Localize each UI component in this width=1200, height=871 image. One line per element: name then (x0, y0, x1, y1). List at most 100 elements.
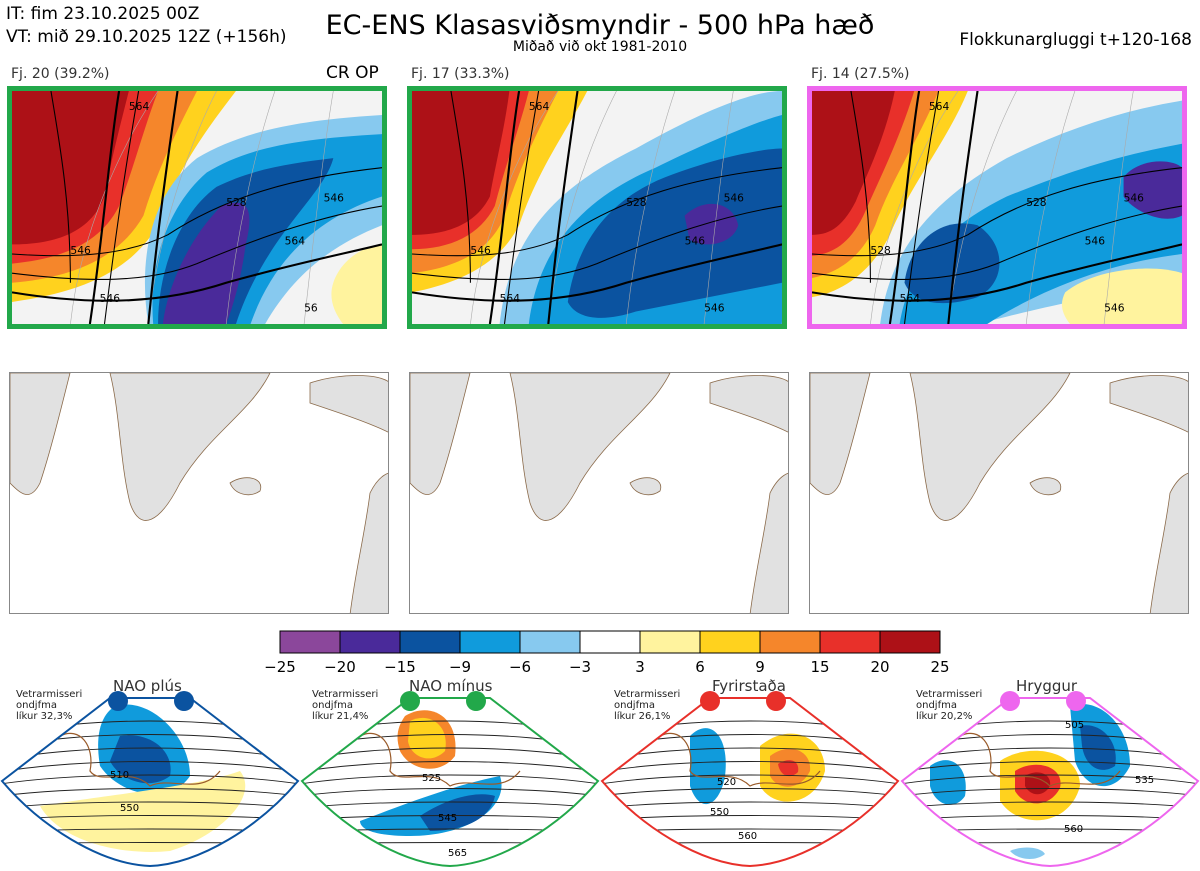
canada-landmass (810, 373, 871, 495)
contour-label: 564 (529, 100, 550, 113)
height-contour (50, 91, 71, 283)
regime-contour (602, 774, 898, 785)
basemap-svg (810, 373, 1188, 613)
anomaly-area (1061, 268, 1182, 324)
contour-label: 546 (100, 292, 121, 305)
height-contour (503, 91, 540, 324)
regime-contour (2, 801, 298, 809)
regime-svg: 525 545 565 (300, 691, 600, 868)
colorbar-tick: −6 (509, 658, 531, 676)
greenland-landmass (509, 373, 671, 521)
chart-title: EC-ENS Klasasviðsmyndir - 500 hPa hæð (325, 10, 875, 41)
colorbar-bin (879, 630, 941, 654)
cluster-1-tag: CR OP (326, 63, 379, 83)
contour-label: 546 (704, 302, 725, 315)
regime-2-title: NAO mínus (409, 677, 493, 695)
regime-anomaly (110, 735, 171, 784)
europe-landmass (1149, 472, 1188, 613)
europe-landmass (749, 472, 788, 613)
regime-marker (466, 691, 486, 711)
regime-contour-label: 535 (1135, 775, 1154, 786)
contour-label: 564 (129, 100, 150, 113)
colorbar-tick: −20 (324, 658, 356, 676)
colorbar-tick: 15 (810, 658, 829, 676)
regime-contour (602, 801, 898, 809)
regime-contour (902, 761, 1198, 773)
regime-contour-label: 560 (1064, 824, 1083, 835)
height-contour (12, 243, 382, 302)
colorbar-bin (279, 630, 341, 654)
regime-coastline (959, 732, 1121, 787)
anomaly-area (684, 203, 739, 245)
colorbar-tick: −9 (449, 658, 471, 676)
regime-contour (602, 761, 898, 773)
contour-label: 564 (929, 100, 950, 113)
regime-anomaly (40, 771, 246, 852)
contour-label: 528 (1026, 196, 1047, 209)
regime-marker (1000, 691, 1020, 711)
regime-svg: 505 535 560 (900, 691, 1200, 868)
canada-landmass (10, 373, 71, 495)
graticule-line (70, 91, 159, 324)
height-contour (488, 91, 521, 324)
regime-contour (302, 801, 598, 809)
regime-svg: 520 550 560 (600, 691, 900, 868)
regime-marker (108, 691, 128, 711)
height-contour (547, 91, 579, 324)
regime-marker (700, 691, 720, 711)
iceland-landmass (229, 477, 262, 496)
regime-contour-label: 565 (448, 848, 467, 859)
colorbar-tick: 3 (635, 658, 645, 676)
svalbard-landmass (1109, 375, 1188, 433)
cluster-3-label: Fj. 14 (27.5%) (811, 66, 910, 82)
regime-2-map: 525 545 565 (300, 676, 600, 871)
classification-window: Flokkunargluggi t+120-168 (959, 30, 1192, 50)
graticule-line (303, 91, 334, 324)
contour-label: 546 (685, 234, 706, 247)
basemap-svg (10, 373, 388, 613)
regime-1-title: NAO plús (113, 677, 182, 695)
graticule-line (470, 91, 559, 324)
iceland-landmass (629, 477, 662, 496)
contour-label: 546 (724, 191, 745, 204)
regime-contour-label: 505 (1065, 720, 1084, 731)
regime-content (902, 698, 1198, 866)
contour-label: 564 (900, 292, 921, 305)
regime-anomaly (778, 760, 799, 777)
regime-marker (174, 691, 194, 711)
colorbar-bin (339, 630, 401, 654)
height-contour (450, 91, 471, 283)
contour-label: 546 (324, 191, 345, 204)
regime-4-note: Vetrarmisseri ondjfma líkur 20,2% (916, 689, 983, 722)
height-contour (412, 243, 782, 302)
regime-contour (2, 761, 298, 773)
anomaly-area (1123, 161, 1182, 219)
regime-marker (1066, 691, 1086, 711)
regime-coastline (359, 732, 521, 787)
regime-4-map: 505 535 560 (900, 676, 1200, 871)
cluster-map-svg: 564 528 528 546 546 564 546 (812, 91, 1182, 324)
canada-landmass (410, 373, 471, 495)
colorbar-tick: 20 (870, 658, 889, 676)
colorbar: −25 −20 −15 −9 −6 −3 3 6 9 15 20 25 (264, 630, 950, 676)
regime-contour (602, 788, 898, 797)
contour-label: 546 (1124, 191, 1145, 204)
regime-outline (900, 697, 1200, 868)
regime-3-note: Vetrarmisseri ondjfma líkur 26,1% (614, 689, 681, 722)
empty-map-3 (809, 372, 1189, 614)
cluster-map-svg: 564 546 528 546 546 564 546 (412, 91, 782, 324)
colorbar-tick: 25 (930, 658, 949, 676)
regime-contour-label: 525 (422, 773, 441, 784)
chart-subtitle: Miðað við okt 1981-2010 (512, 39, 688, 55)
regime-content (2, 698, 298, 866)
regime-4-title: Hryggur (1016, 677, 1078, 695)
greenland-landmass (909, 373, 1071, 521)
regime-contour-label: 510 (110, 770, 129, 781)
graticule-line (948, 91, 1017, 324)
graticule-line (870, 91, 959, 324)
regime-content (302, 698, 598, 866)
regime-1-map: 510 550 (0, 676, 300, 871)
colorbar-tick: 9 (755, 658, 765, 676)
graticule-line (148, 91, 217, 324)
height-contour (850, 91, 871, 283)
